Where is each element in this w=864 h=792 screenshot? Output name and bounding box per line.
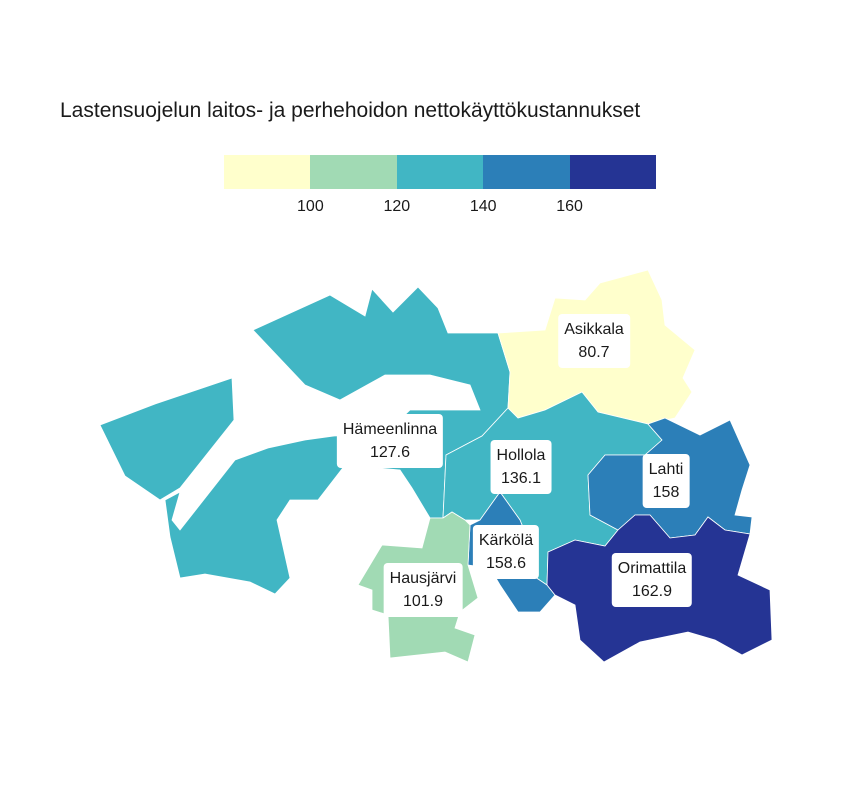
legend-tick-160: 160: [556, 198, 583, 215]
region-name: Lahti: [648, 461, 684, 478]
region-value: 158: [652, 484, 680, 501]
region-value: 80.7: [578, 344, 610, 361]
region-name: Orimattila: [617, 560, 687, 577]
legend-tick-120: 120: [383, 198, 411, 215]
region-name: Kärkölä: [478, 532, 534, 549]
label-asikkala: Asikkala 80.7: [558, 314, 630, 368]
region-name: Hausjärvi: [389, 570, 457, 587]
region-name: Asikkala: [564, 321, 624, 338]
legend-swatch-3: [396, 155, 484, 189]
legend-swatch-1: [224, 155, 311, 189]
color-legend: 100 120 140 160: [224, 155, 656, 225]
region-hameenlinna[interactable]: [99, 286, 511, 595]
label-hollola: Hollola 136.1: [490, 440, 552, 494]
region-name: Hollola: [496, 447, 546, 464]
label-hausjarvi: Hausjärvi 101.9: [383, 563, 463, 617]
map-title: Lastensuojelun laitos- ja perhehoidon ne…: [60, 99, 641, 122]
label-karkola: Kärkölä 158.6: [472, 525, 540, 579]
legend-swatch-5: [569, 155, 656, 189]
legend-tick-100: 100: [297, 198, 324, 215]
region-value: 158.6: [485, 555, 527, 572]
legend-swatch-4: [483, 155, 570, 189]
label-lahti: Lahti 158: [642, 454, 690, 508]
region-value: 127.6: [369, 444, 411, 461]
legend-tick-140: 140: [469, 198, 497, 215]
region-value: 101.9: [402, 593, 444, 610]
label-orimattila: Orimattila 162.9: [611, 553, 693, 607]
region-value: 162.9: [631, 583, 673, 600]
region-value: 136.1: [500, 470, 542, 487]
label-hameenlinna: Hämeenlinna 127.6: [336, 414, 444, 468]
region-name: Hämeenlinna: [342, 421, 438, 438]
legend-swatch-2: [310, 155, 397, 189]
